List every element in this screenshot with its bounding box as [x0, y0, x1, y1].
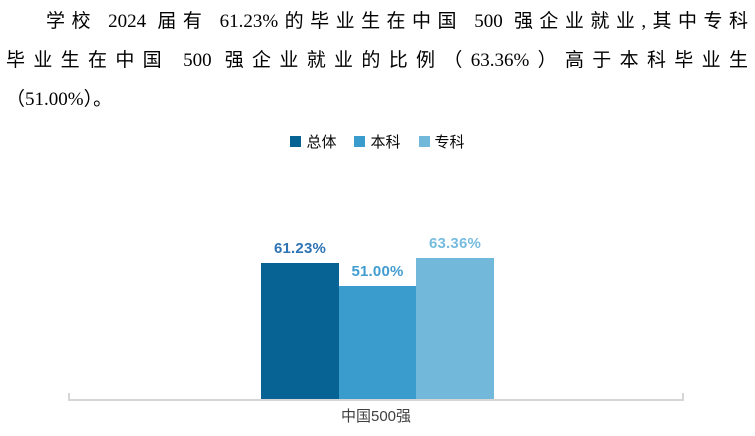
bar-value-label: 61.23%	[273, 240, 327, 257]
x-axis-category-label: 中国500强	[340, 408, 412, 425]
bar-value-label: 51.00%	[351, 263, 404, 280]
chart-bar	[416, 258, 494, 399]
paragraph-line: 学校 2024 届有 61.23%的毕业生在中国 500 强企业就业,其中专科	[46, 11, 748, 32]
x-axis-end-tick	[68, 393, 70, 399]
legend-item: 专科	[418, 131, 465, 152]
legend-color-swatch-icon	[354, 135, 366, 147]
intro-paragraph: 学校 2024 届有 61.23%的毕业生在中国 500 强企业就业,其中专科 …	[6, 2, 748, 119]
legend-color-swatch-icon	[290, 135, 302, 147]
x-axis-end-tick	[682, 393, 684, 399]
legend-color-swatch-icon	[418, 135, 430, 147]
legend-item: 本科	[354, 131, 401, 152]
legend-label: 本科	[370, 134, 401, 151]
x-axis-line	[68, 399, 684, 401]
legend-label: 总体	[306, 134, 337, 151]
legend-item: 总体	[290, 131, 336, 152]
paragraph-line: （51.00%）。	[6, 89, 113, 110]
chart-bar	[339, 286, 416, 399]
plot-area: 61.23% 51.00% 63.36%	[261, 235, 494, 399]
bar-value-label: 63.36%	[428, 235, 482, 252]
paragraph-line: 毕业生在中国 500 强企业就业的比例（63.36%）高于本科毕业生	[6, 50, 748, 71]
chart-bar	[261, 263, 339, 399]
chart-legend: 总体 本科 专科	[0, 131, 755, 151]
legend-label: 专科	[434, 134, 465, 151]
